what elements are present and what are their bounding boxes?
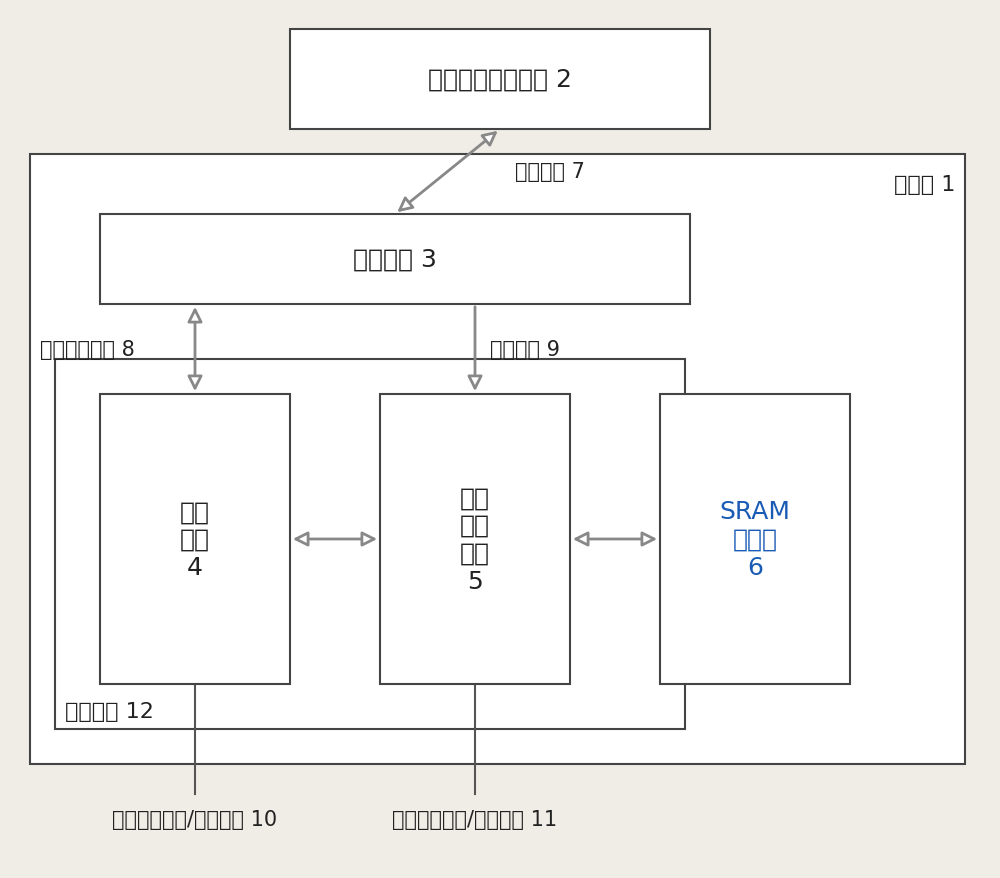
Text: 仿真芯片 12: 仿真芯片 12 [65,702,154,721]
Bar [30,155,965,764]
Bar [100,394,290,684]
Text: SRAM
存储器
6: SRAM 存储器 6 [720,500,790,579]
Bar [660,394,850,684]
Text: 第一标准数据/地址总线 10: 第一标准数据/地址总线 10 [112,810,278,829]
Text: 写入通道 9: 写入通道 9 [490,340,560,360]
Bar [290,30,710,130]
Text: 监控模块 3: 监控模块 3 [353,248,437,271]
Bar [55,360,685,729]
Bar [100,215,690,305]
Bar [380,394,570,684]
Text: 控制
逻辑
模块
5: 控制 逻辑 模块 5 [460,486,490,593]
Text: 处理
器核
4: 处理 器核 4 [180,500,210,579]
Text: 调试通道 7: 调试通道 7 [515,162,585,183]
Text: 第二标准数据/地址总线 11: 第二标准数据/地址总线 11 [392,810,558,829]
Text: 集成开发环境模块 2: 集成开发环境模块 2 [428,68,572,92]
Text: 仿真器 1: 仿真器 1 [894,175,955,195]
Text: 指令插入通道 8: 指令插入通道 8 [40,340,135,360]
